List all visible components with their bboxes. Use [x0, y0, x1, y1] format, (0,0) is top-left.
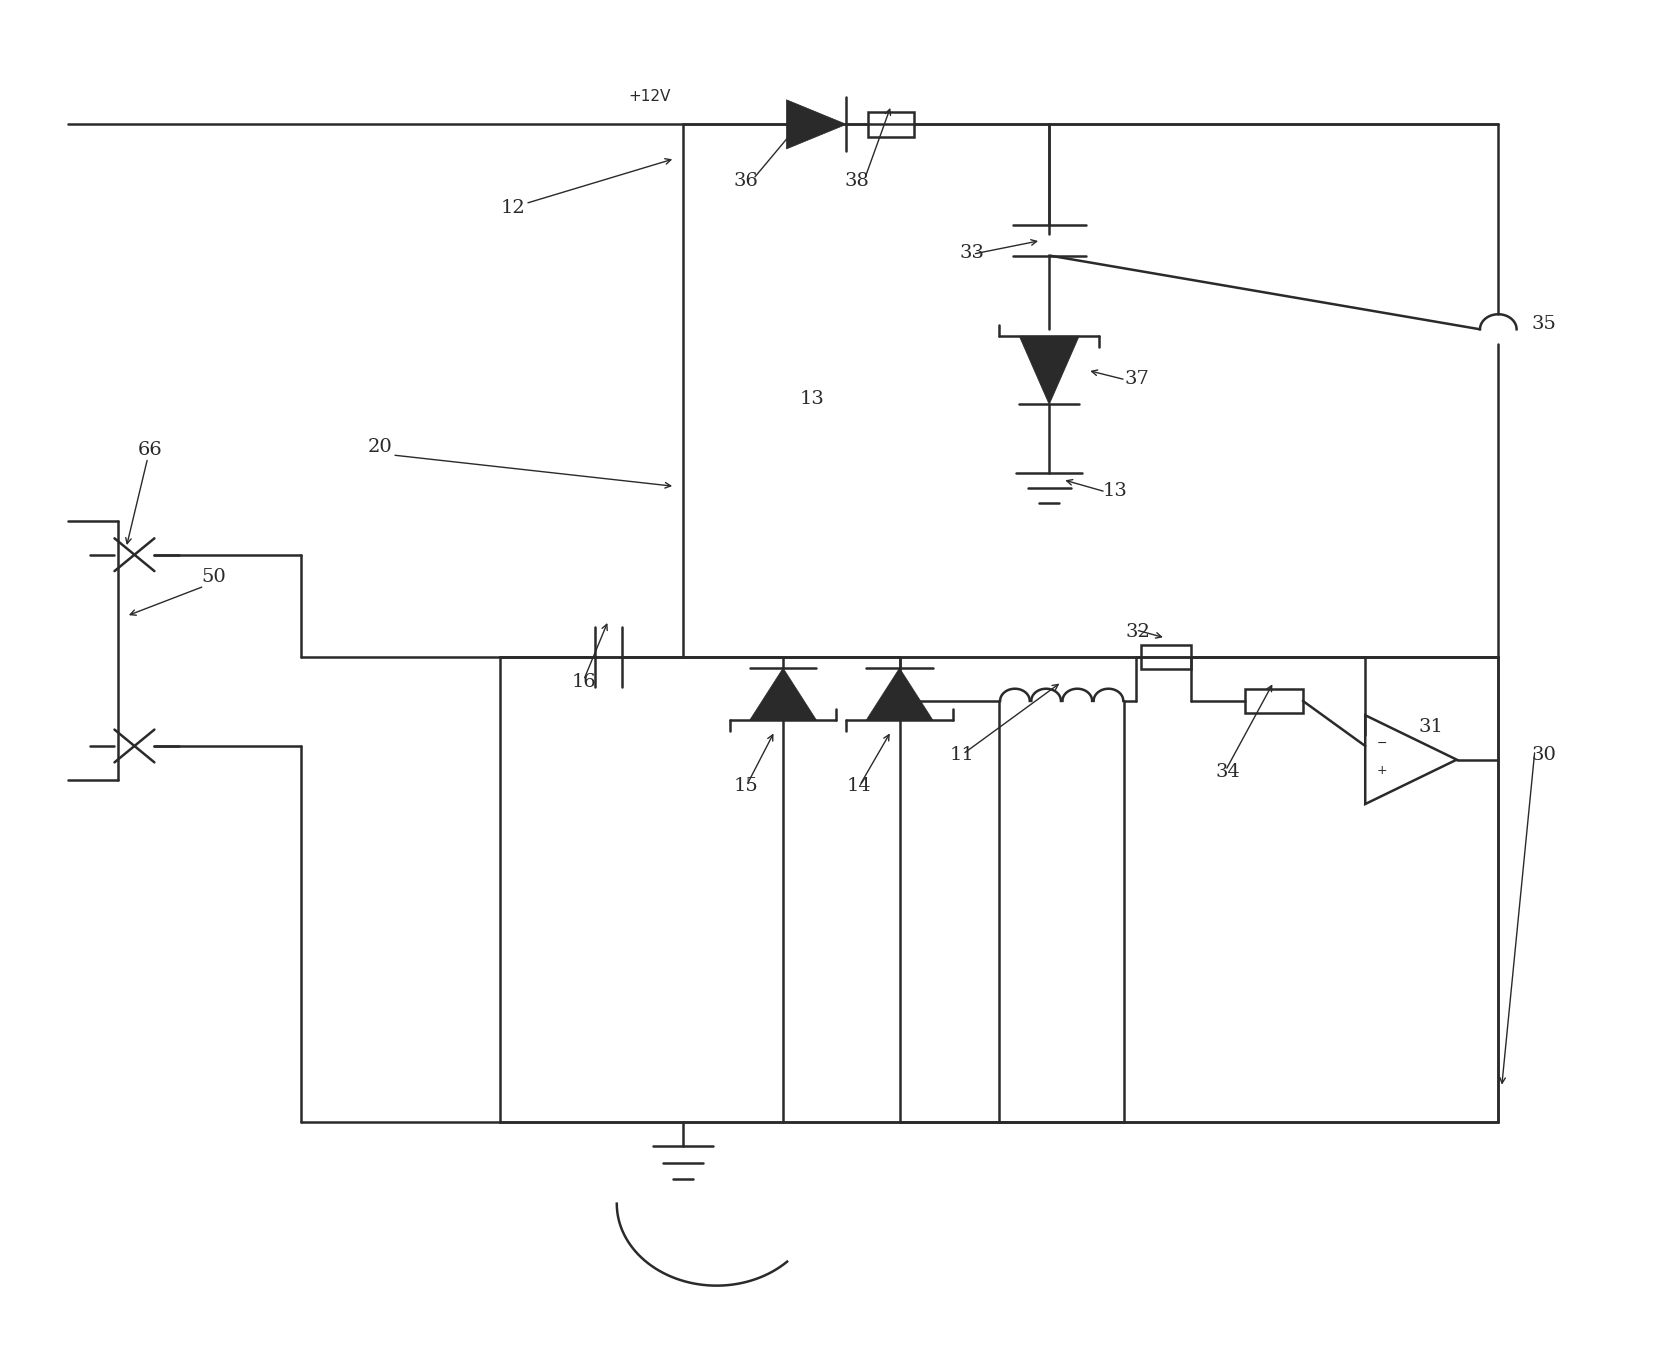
Text: +: +	[1376, 764, 1388, 778]
Bar	[500, 657, 1498, 1121]
Text: 14: 14	[846, 778, 871, 795]
Text: 31: 31	[1418, 719, 1443, 737]
Text: 34: 34	[1216, 764, 1241, 782]
Bar	[868, 112, 915, 137]
Text: 16: 16	[571, 674, 596, 691]
Bar	[1245, 689, 1303, 713]
Text: 13: 13	[1103, 482, 1128, 500]
Text: 36: 36	[733, 172, 758, 190]
Text: −: −	[1376, 737, 1388, 750]
Text: 38: 38	[845, 172, 870, 190]
Polygon shape	[750, 668, 816, 720]
Polygon shape	[866, 668, 933, 720]
Text: 37: 37	[1125, 370, 1150, 387]
Text: 33: 33	[960, 244, 985, 263]
Text: 32: 32	[1126, 623, 1151, 641]
Polygon shape	[1020, 337, 1080, 404]
Text: 15: 15	[733, 778, 758, 795]
Text: 13: 13	[800, 390, 825, 408]
Text: 66: 66	[138, 441, 163, 459]
Bar	[1141, 645, 1191, 669]
Text: 30: 30	[1531, 746, 1556, 764]
Polygon shape	[786, 100, 846, 149]
Text: 50: 50	[202, 568, 225, 586]
Text: +12V: +12V	[628, 89, 671, 104]
Text: 20: 20	[367, 438, 392, 456]
Text: 35: 35	[1531, 315, 1556, 333]
Text: 11: 11	[950, 746, 975, 764]
Text: 12: 12	[500, 199, 525, 218]
